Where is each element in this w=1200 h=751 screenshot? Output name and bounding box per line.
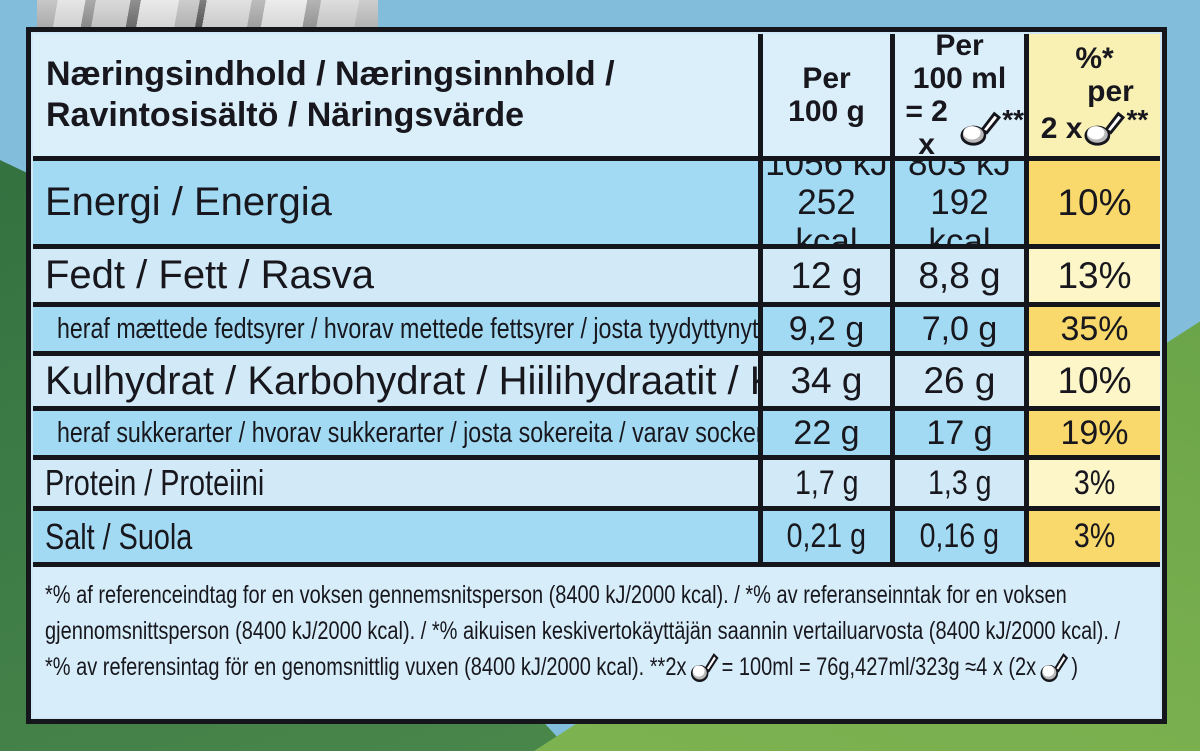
column-header-per-100ml: Per 100 ml = 2 x ** [895, 34, 1024, 156]
row-carbohydrate-per-100ml: 26 g [895, 356, 1024, 406]
measuring-spoon-icon [960, 111, 1002, 146]
table-title: Næringsindhold / Næringsinnhold / Ravint… [33, 34, 758, 156]
row-carbohydrate-per-100g: 34 g [763, 356, 890, 406]
row-salt-per-100ml: 0,16 g [895, 511, 1024, 562]
table-title-line2: Ravintosisältö / Näringsvärde [46, 96, 525, 134]
row-salt-percent: 3% [1029, 511, 1160, 562]
row-fat-per-100ml: 8,8 g [895, 249, 1024, 302]
row-salt-label: Salt / Suola [33, 511, 758, 562]
row-saturated-fat-label: heraf mættede fedtsyrer / hvorav mettede… [33, 307, 758, 351]
footnote-line3: *% av referensintag för en genomsnittlig… [45, 649, 1078, 685]
column-header-per-100g: Per 100 g [763, 34, 890, 156]
row-sugars-per-100g: 22 g [763, 411, 890, 455]
row-saturated-fat-percent: 35% [1029, 307, 1160, 351]
row-sugars-per-100ml: 17 g [895, 411, 1024, 455]
table-title-line1: Næringsindhold / Næringsinnhold / [46, 55, 615, 93]
row-energy-per-100g: 1056 kJ 252 kcal [763, 161, 890, 244]
measuring-spoon-icon [690, 653, 719, 682]
row-sugars-percent: 19% [1029, 411, 1160, 455]
row-energy-label: Energi / Energia [33, 161, 758, 244]
row-protein-label: Protein / Proteiini [33, 460, 758, 506]
people-photo-fragment [37, 0, 378, 31]
footnote-line1: *% af referenceindtag for en voksen genn… [45, 581, 1067, 609]
row-fat-per-100g: 12 g [763, 249, 890, 302]
footnote: *% af referenceindtag for en voksen genn… [33, 567, 1160, 717]
row-carbohydrate-percent: 10% [1029, 356, 1160, 406]
nutrition-table: Næringsindhold / Næringsinnhold / Ravint… [26, 27, 1167, 724]
row-saturated-fat-per-100ml: 7,0 g [895, 307, 1024, 351]
row-energy-per-100ml: 803 kJ 192 kcal [895, 161, 1024, 244]
row-energy-percent: 10% [1029, 161, 1160, 244]
measuring-spoon-icon [1084, 111, 1126, 146]
row-protein-per-100ml: 1,3 g [895, 460, 1024, 506]
measuring-spoon-icon [1040, 653, 1069, 682]
row-carbohydrate-label: Kulhydrat / Karbohydrat / Hiilihydraatit… [33, 356, 758, 406]
row-fat-label: Fedt / Fett / Rasva [33, 249, 758, 302]
row-protein-percent: 3% [1029, 460, 1160, 506]
row-salt-per-100g: 0,21 g [763, 511, 890, 562]
row-saturated-fat-per-100g: 9,2 g [763, 307, 890, 351]
row-protein-per-100g: 1,7 g [763, 460, 890, 506]
column-header-percent: %* per 2 x ** [1029, 34, 1160, 156]
row-sugars-label: heraf sukkerarter / hvorav sukkerarter /… [33, 411, 758, 455]
footnote-line2: gjennomsnittsperson (8400 kJ/2000 kcal).… [45, 617, 1121, 645]
row-fat-percent: 13% [1029, 249, 1160, 302]
